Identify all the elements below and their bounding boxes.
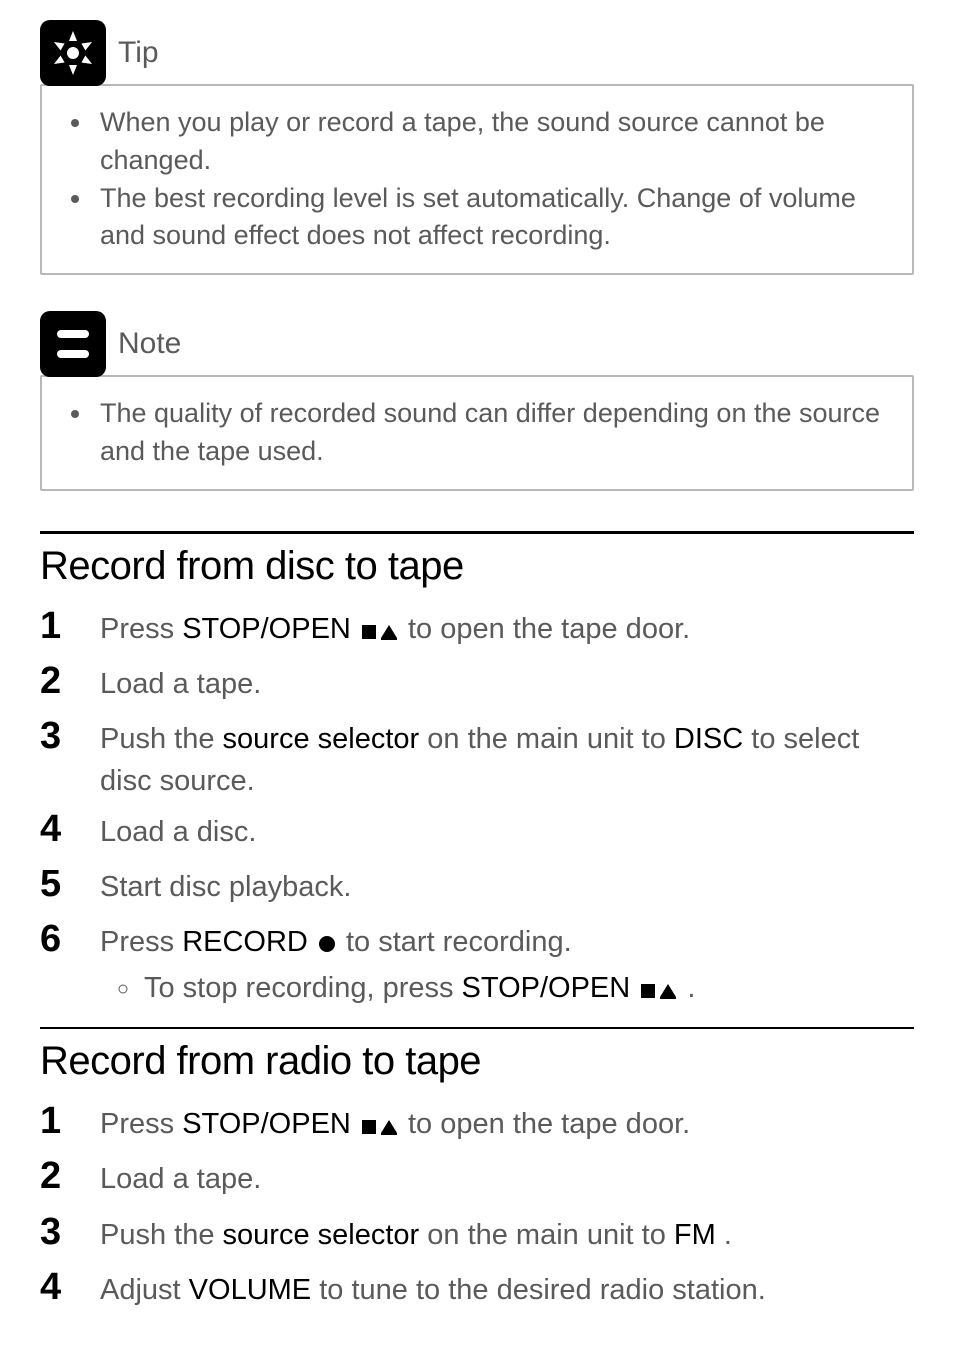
step-strong: FM [674,1219,716,1251]
stop-open-icon [640,983,677,999]
stop-open-icon [361,624,398,640]
tip-body: When you play or record a tape, the soun… [40,84,914,275]
step-item: Press RECORD to start recording. To stop… [40,912,914,1009]
step-item: Load a disc. [40,802,914,857]
step-text: Press [100,1108,182,1140]
note-icon [40,311,106,377]
stop-open-icon [361,1119,398,1135]
note-callout: Note The quality of recorded sound can d… [40,311,914,491]
step-text: to open the tape door. [408,613,690,645]
step-strong: STOP/OPEN [462,972,631,1004]
step-item: Load a tape. [40,654,914,709]
step-strong: source selector [223,1219,420,1251]
step-item: Press STOP/OPEN to open the tape door. [40,1094,914,1149]
step-text: to open the tape door. [408,1108,690,1140]
section-heading: Record from disc to tape [40,544,914,589]
step-text: Push the [100,1219,223,1251]
tip-header: Tip [40,20,914,86]
steps-list: Press STOP/OPEN to open the tape door. L… [40,599,914,1010]
note-bullet: The quality of recorded sound can differ… [94,395,890,471]
section-divider [40,531,914,534]
step-text: Start disc playback. [100,871,351,903]
step-text: . [687,972,695,1004]
step-text: Push the [100,723,223,755]
step-item: Adjust VOLUME to tune to the desired rad… [40,1260,914,1315]
tip-bullet: The best recording level is set automati… [94,180,890,256]
step-item: Start disc playback. [40,857,914,912]
step-text: to start recording. [346,926,572,958]
step-strong: STOP/OPEN [182,1108,351,1140]
step-text: Load a tape. [100,1163,261,1195]
section-divider [40,1027,914,1029]
steps-list: Press STOP/OPEN to open the tape door. L… [40,1094,914,1314]
step-text: Press [100,613,182,645]
tip-title: Tip [118,36,159,70]
step-text: Load a tape. [100,668,261,700]
note-header: Note [40,311,914,377]
step-text: Press [100,926,182,958]
step-item: Press STOP/OPEN to open the tape door. [40,599,914,654]
step-strong: STOP/OPEN [182,613,351,645]
note-title: Note [118,327,181,361]
step-text: on the main unit to [427,1219,674,1251]
step-text: to tune to the desired radio station. [319,1274,766,1306]
tip-callout: Tip When you play or record a tape, the … [40,20,914,275]
step-text: To stop recording, press [144,972,462,1004]
step-strong: RECORD [182,926,308,958]
tip-bullet: When you play or record a tape, the soun… [94,104,890,180]
step-strong: VOLUME [189,1274,311,1306]
step-text: on the main unit to [427,723,674,755]
tip-icon [40,20,106,86]
step-item: Load a tape. [40,1149,914,1204]
step-item: Push the source selector on the main uni… [40,1205,914,1260]
substep-item: To stop recording, press STOP/OPEN . [142,967,914,1009]
step-text: Adjust [100,1274,189,1306]
step-item: Push the source selector on the main uni… [40,709,914,802]
record-icon [318,935,336,953]
step-strong: DISC [674,723,743,755]
step-text: Load a disc. [100,816,256,848]
step-text: . [724,1219,732,1251]
page: Tip When you play or record a tape, the … [0,0,954,1355]
note-body: The quality of recorded sound can differ… [40,375,914,491]
step-strong: source selector [223,723,420,755]
section-heading: Record from radio to tape [40,1039,914,1084]
